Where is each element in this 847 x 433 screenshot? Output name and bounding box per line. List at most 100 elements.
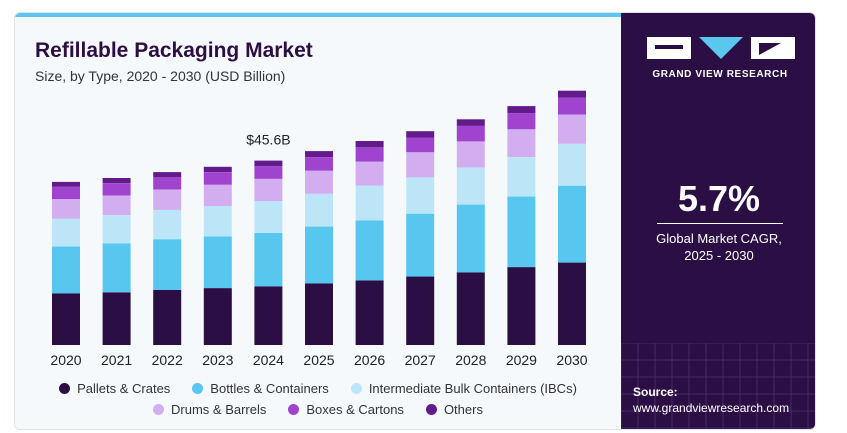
legend-item: Drums & Barrels [153, 402, 266, 417]
source-title: Source: [633, 385, 678, 399]
data-label-total: $45.6B [246, 132, 290, 148]
bar-segment [203, 166, 232, 172]
legend-label: Others [443, 402, 483, 417]
chart-panel: Refillable Packaging Market Size, by Typ… [15, 17, 621, 429]
bar-segment [507, 129, 536, 157]
legend-swatch [288, 404, 300, 415]
legend-label: Pallets & Crates [77, 381, 171, 396]
bar-segment [355, 185, 384, 221]
infographic-card: Refillable Packaging Market Size, by Typ… [14, 12, 816, 430]
bar-segment [406, 152, 435, 178]
x-tick-label: 2030 [556, 352, 587, 368]
bar-segment [355, 141, 384, 148]
bar-segment [305, 151, 333, 157]
x-tick-label: 2021 [101, 352, 132, 368]
cagr-period: 2025 - 2030 [684, 248, 754, 263]
bar-segment [507, 106, 536, 114]
accent-line [15, 13, 621, 17]
chart-legend: Pallets & Crates Bottles & Containers Inte… [15, 381, 621, 423]
chart-subtitle: Size, by Type, 2020 - 2030 (USD Billion) [35, 68, 286, 84]
x-tick-label: 2029 [506, 352, 537, 368]
bar-segment [203, 288, 232, 345]
bar-segment [254, 166, 283, 179]
x-tick-label: 2022 [152, 352, 183, 368]
bar-segment [153, 209, 182, 240]
bar-segment [254, 201, 283, 233]
chart-title: Refillable Packaging Market [35, 39, 313, 62]
x-tick-label: 2028 [455, 352, 486, 368]
bar-segment [355, 161, 384, 186]
bar-segment [52, 218, 80, 247]
bar-segment [456, 141, 485, 168]
source-link[interactable]: www.grandviewresearch.com [633, 401, 790, 415]
bar-segment [153, 177, 182, 190]
bar-segment [305, 157, 333, 171]
legend-item: Boxes & Cartons [288, 402, 404, 417]
bar-segment [558, 114, 586, 144]
grand-view-research-logo [647, 37, 795, 59]
bar-segment [254, 286, 283, 345]
bar-segment [52, 293, 80, 345]
legend-label: Boxes & Cartons [306, 402, 404, 417]
bar-segment [254, 160, 283, 167]
bar-segment [406, 213, 435, 277]
bar-segment [406, 137, 435, 153]
bar-segment [203, 206, 232, 237]
bar-segment [507, 196, 536, 268]
bar-segment [558, 262, 586, 345]
bar-segment [456, 126, 485, 142]
x-tick-label: 2020 [50, 352, 81, 368]
bar-segment [406, 131, 435, 138]
cagr-divider [657, 223, 783, 224]
bar-segment [406, 276, 435, 345]
bar-segment [406, 177, 435, 214]
bar-segment [305, 226, 333, 284]
legend-item: Pallets & Crates [59, 381, 170, 396]
bar-segment [52, 186, 80, 199]
bar-segment [558, 143, 586, 186]
x-tick-label: 2023 [202, 352, 233, 368]
bar-segment [52, 199, 80, 219]
legend-swatch [153, 404, 165, 415]
bar-segment [102, 292, 131, 345]
x-tick-label: 2027 [405, 352, 436, 368]
bar-segment [203, 172, 232, 185]
bar-segment [355, 280, 384, 345]
legend-swatch [192, 383, 204, 394]
bar-segment [153, 289, 182, 345]
bar-segment [305, 283, 333, 345]
legend-row: Drums & Barrels Boxes & Cartons Others [15, 402, 621, 417]
bar-segment [456, 119, 485, 126]
x-tick-label: 2026 [354, 352, 385, 368]
x-tick-label: 2024 [253, 352, 284, 368]
bar-segment [507, 267, 536, 345]
legend-label: Drums & Barrels [171, 402, 267, 417]
bar-segment [203, 184, 232, 206]
bar-segment [558, 97, 586, 115]
bar-segment [254, 232, 283, 287]
legend-label: Intermediate Bulk Containers (IBCs) [368, 381, 577, 396]
legend-swatch [425, 404, 437, 415]
bar-segment [153, 189, 182, 210]
brand-name: GRAND VIEW RESEARCH [652, 69, 788, 80]
legend-item: Bottles & Containers [192, 381, 329, 396]
bar-segment [52, 246, 80, 294]
stacked-bar-chart: 2020 2021 2022 2023 2024 2025 2026 2027 2028 2029… [50, 90, 588, 368]
legend-swatch [350, 383, 362, 394]
bar-segment [456, 167, 485, 205]
bar-segment [52, 181, 80, 187]
legend-item: Intermediate Bulk Containers (IBCs) [350, 381, 577, 396]
bar-segment [102, 243, 131, 293]
bar-segment [102, 215, 131, 244]
bar-segment [456, 204, 485, 273]
legend-label: Bottles & Containers [210, 381, 329, 396]
bar-segment [153, 172, 182, 178]
bar-segment [254, 178, 283, 202]
legend-item: Others [425, 402, 483, 417]
bar-segment [507, 113, 536, 130]
bar-segment [355, 220, 384, 281]
x-tick-label: 2025 [303, 352, 334, 368]
bar-segment [102, 183, 131, 196]
bar-segment [558, 90, 586, 98]
cagr-label: Global Market CAGR, [656, 231, 782, 246]
